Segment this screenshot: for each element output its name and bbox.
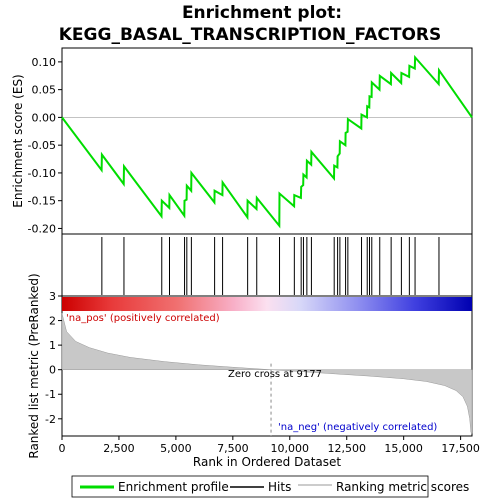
legend-label-metric: Ranking metric scores <box>336 480 469 494</box>
metric-y-axis: 3 2 1 0 -1 -2 <box>45 290 62 426</box>
x-tick-label: 0 <box>59 442 66 455</box>
x-axis-label: Rank in Ordered Dataset <box>193 455 341 469</box>
metric-y-tick-label: 1 <box>49 339 56 352</box>
metric-y-tick-label: 2 <box>49 315 56 328</box>
rank-color-bar <box>62 297 472 311</box>
es-y-tick-label: -0.05 <box>28 139 56 152</box>
es-y-tick-label: 0.00 <box>32 111 57 124</box>
x-axis: 0 2,500 5,000 7,500 10,000 12,500 15,000 17,500 <box>59 436 480 455</box>
metric-y-axis-label: Ranked list metric (PreRanked) <box>27 273 41 458</box>
x-tick-label: 12,500 <box>327 442 366 455</box>
x-tick-label: 10,000 <box>271 442 310 455</box>
legend-label-enrichment: Enrichment profile <box>118 480 229 494</box>
metric-y-tick-label: -2 <box>45 413 56 426</box>
es-panel <box>61 47 473 235</box>
metric-y-tick-label: 3 <box>49 290 56 303</box>
legend: Enrichment profile Hits Ranking metric s… <box>71 475 469 498</box>
plot-title-line-2: KEGG_BASAL_TRANSCRIPTION_FACTORS <box>59 25 441 45</box>
es-y-tick-label: -0.20 <box>28 222 56 235</box>
na-pos-label: 'na_pos' (positively correlated) <box>66 313 220 324</box>
na-neg-label: 'na_neg' (negatively correlated) <box>278 422 437 433</box>
x-tick-label: 2,500 <box>103 442 135 455</box>
x-tick-label: 5,000 <box>160 442 192 455</box>
es-y-axis: 0.10 0.05 0.00 -0.05 -0.10 -0.15 -0.20 <box>28 56 62 235</box>
x-tick-label: 7,500 <box>217 442 249 455</box>
x-tick-label: 15,000 <box>384 442 423 455</box>
ranking-metric-area <box>61 313 473 435</box>
es-y-tick-label: 0.05 <box>32 84 57 97</box>
es-y-tick-label: -0.10 <box>28 167 56 180</box>
x-tick-label: 17,500 <box>441 442 480 455</box>
es-y-tick-label: 0.10 <box>32 56 57 69</box>
enrichment-profile-line <box>61 54 473 229</box>
plot-title-line-1: Enrichment plot: <box>182 3 342 23</box>
es-y-tick-label: -0.15 <box>28 195 56 208</box>
legend-label-hits: Hits <box>268 480 291 494</box>
zero-cross-label: Zero cross at 9177 <box>228 369 322 380</box>
hit-lines <box>101 237 440 295</box>
metric-y-tick-label: -1 <box>45 388 56 401</box>
es-y-axis-label: Enrichment score (ES) <box>11 74 25 207</box>
metric-y-tick-label: 0 <box>49 364 56 377</box>
